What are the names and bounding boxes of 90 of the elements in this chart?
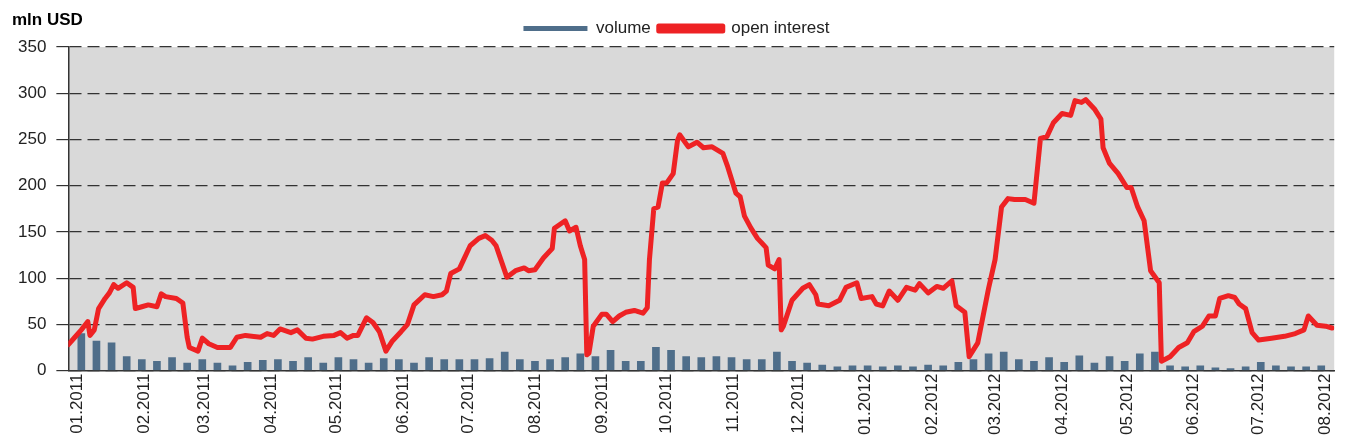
bar — [440, 359, 449, 371]
bar — [500, 351, 509, 371]
bar — [137, 359, 146, 371]
bar — [410, 362, 418, 371]
x-tick-label: 02.2011 — [133, 373, 153, 434]
x-tick-label: 07.2011 — [457, 373, 477, 434]
bar — [1030, 360, 1038, 371]
x-tick-label: 05.2011 — [325, 373, 345, 434]
bar — [1211, 367, 1220, 371]
x-tick-label: 11.2011 — [723, 373, 743, 433]
x-tick-label: 06.2012 — [1183, 373, 1203, 435]
y-tick-label: 350 — [17, 36, 47, 56]
x-tick-label: 08.2012 — [1315, 373, 1335, 435]
bar — [107, 342, 116, 371]
bar — [1120, 360, 1129, 371]
x-tick-label: 08.2011 — [524, 373, 544, 434]
bar — [591, 356, 600, 371]
y-tick-label: 250 — [17, 129, 47, 149]
x-tick-label: 05.2012 — [1116, 373, 1136, 435]
bar — [470, 359, 479, 371]
x-tick-label: 07.2012 — [1248, 373, 1268, 435]
bar — [561, 357, 570, 371]
bar — [712, 356, 721, 371]
y-tick-label: 100 — [17, 267, 47, 287]
x-tick-label: 04.2012 — [1051, 373, 1071, 435]
y-tick-label: 300 — [17, 82, 47, 102]
bar — [576, 353, 585, 371]
bar — [1105, 356, 1114, 371]
bar — [304, 357, 312, 371]
bar — [969, 359, 978, 371]
bar — [395, 359, 403, 371]
bar — [379, 358, 388, 371]
bar — [742, 359, 751, 371]
bar — [697, 357, 706, 371]
bar — [621, 360, 630, 371]
x-tick-label: 03.2011 — [194, 373, 214, 434]
bar — [788, 360, 796, 371]
bar — [258, 360, 267, 371]
x-tick-label: 01.2011 — [66, 373, 86, 434]
bar — [334, 357, 343, 371]
y-tick-label: 0 — [36, 360, 47, 380]
y-tick-label: 150 — [17, 221, 47, 241]
bar — [546, 359, 554, 371]
bar — [1075, 355, 1084, 371]
legend-label: volume — [595, 18, 651, 38]
x-tick-label: 03.2012 — [984, 373, 1004, 435]
bar — [606, 349, 615, 371]
bar — [727, 357, 736, 371]
y-tick-label: 50 — [27, 314, 47, 334]
bar — [485, 358, 494, 371]
bar — [425, 357, 433, 371]
x-tick-label: 12.2011 — [788, 373, 808, 434]
bar — [516, 359, 524, 371]
bar — [198, 359, 207, 371]
bar — [1045, 357, 1053, 371]
bar — [818, 364, 827, 371]
bar — [122, 356, 131, 371]
bar — [531, 360, 539, 371]
bar — [1135, 353, 1144, 371]
bar — [1015, 359, 1023, 371]
bar — [289, 360, 297, 371]
y-axis-title: mln USD — [12, 10, 83, 30]
x-tick-label: 10.2011 — [656, 373, 676, 434]
bar — [274, 359, 282, 371]
legend-label: open interest — [731, 18, 830, 38]
x-tick-label: 09.2011 — [591, 373, 611, 434]
bar — [636, 360, 645, 371]
bar — [153, 360, 161, 371]
x-tick-label: 06.2011 — [392, 373, 412, 434]
bar — [1256, 361, 1265, 371]
bar — [757, 359, 766, 371]
bar — [319, 362, 328, 371]
bar — [168, 357, 176, 371]
x-tick-label: 02.2012 — [922, 373, 942, 435]
bar — [652, 347, 660, 371]
bar — [455, 359, 464, 371]
y-tick-label: 200 — [17, 175, 47, 195]
bar — [999, 351, 1008, 371]
x-tick-label: 01.2012 — [855, 373, 875, 435]
bar — [183, 362, 191, 371]
bar — [1060, 361, 1069, 371]
x-tick-label: 04.2011 — [261, 373, 281, 434]
bar — [924, 364, 932, 371]
bar — [682, 356, 690, 371]
bar — [667, 349, 675, 371]
bar — [1151, 351, 1159, 371]
bar — [773, 351, 781, 371]
bar — [77, 333, 86, 371]
bar — [349, 359, 358, 371]
bar — [803, 362, 811, 371]
